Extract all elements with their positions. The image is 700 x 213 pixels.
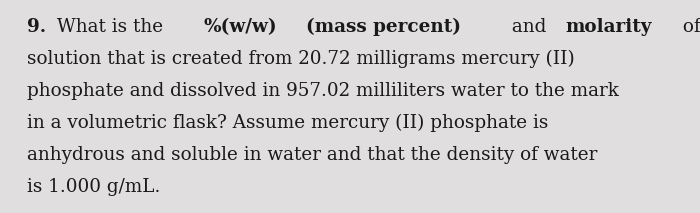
Text: 9.: 9. <box>27 18 46 36</box>
Text: of a: of a <box>678 18 700 36</box>
Text: in a volumetric flask? Assume mercury (II) phosphate is: in a volumetric flask? Assume mercury (I… <box>27 114 548 132</box>
Text: %(w/w): %(w/w) <box>204 18 277 36</box>
Text: solution that is created from 20.72 milligrams mercury (II): solution that is created from 20.72 mill… <box>27 50 574 68</box>
Text: is 1.000 g/mL.: is 1.000 g/mL. <box>27 178 160 196</box>
Text: and: and <box>506 18 552 36</box>
Text: molarity: molarity <box>566 18 652 36</box>
Text: phosphate and dissolved in 957.02 milliliters water to the mark: phosphate and dissolved in 957.02 millil… <box>27 82 619 100</box>
Text: (mass percent): (mass percent) <box>306 18 461 36</box>
Text: What is the: What is the <box>51 18 169 36</box>
Text: anhydrous and soluble in water and that the density of water: anhydrous and soluble in water and that … <box>27 146 597 164</box>
